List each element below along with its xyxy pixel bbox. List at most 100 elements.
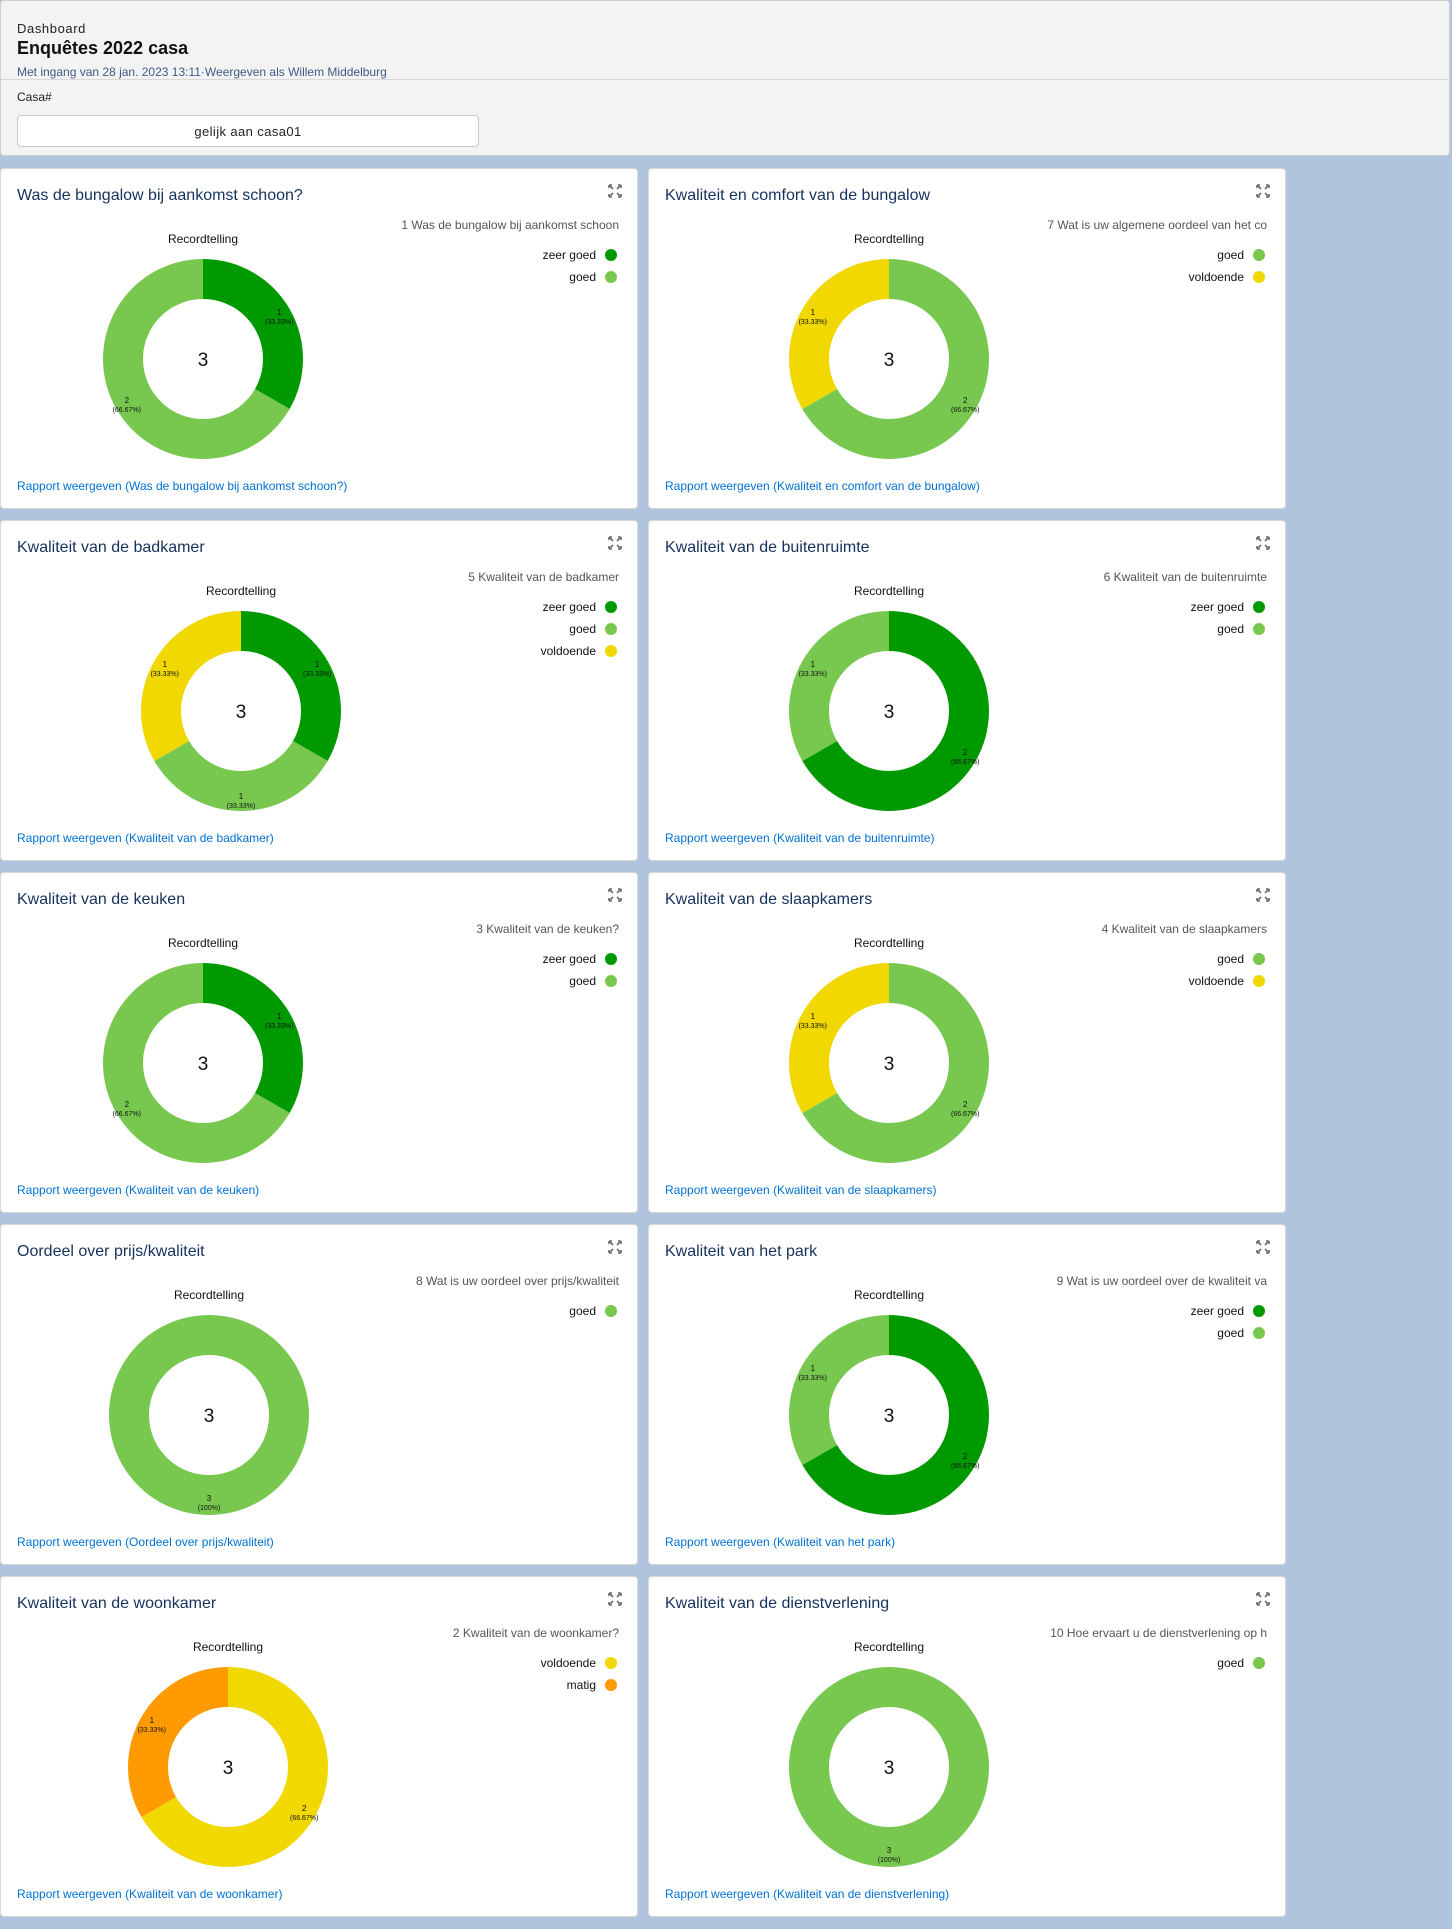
view-report-link[interactable]: Rapport weergeven (Oordeel over prijs/kw…: [17, 1535, 274, 1549]
legend-item-label[interactable]: goed: [1217, 1326, 1244, 1340]
pie-slice-goed[interactable]: [789, 1315, 889, 1465]
data-label-value: 1: [811, 660, 816, 669]
legend-item-label[interactable]: voldoende: [541, 644, 597, 658]
pie-slice-zeer-goed[interactable]: [241, 611, 341, 761]
pie-slice-matig[interactable]: [128, 1667, 228, 1817]
view-report-link[interactable]: Rapport weergeven (Was de bungalow bij a…: [17, 479, 348, 493]
view-report-link[interactable]: Rapport weergeven (Kwaliteit van de woon…: [17, 1887, 283, 1901]
filter-label: Casa#: [17, 90, 52, 104]
legend-swatch: [1253, 1657, 1265, 1669]
card-title: Kwaliteit van de buitenruimte: [665, 539, 870, 556]
expand-icon[interactable]: [1255, 183, 1271, 199]
legend-item-label[interactable]: goed: [1217, 622, 1244, 636]
legend-item-label[interactable]: voldoende: [541, 1656, 597, 1670]
donut-total: 3: [223, 1758, 234, 1779]
donut-total: 3: [884, 1406, 895, 1427]
view-report-link[interactable]: Rapport weergeven (Kwaliteit van de buit…: [665, 831, 935, 845]
legend-item-label[interactable]: zeer goed: [1191, 600, 1244, 614]
view-report-link[interactable]: Rapport weergeven (Kwaliteit van de keuk…: [17, 1183, 260, 1197]
expand-icon[interactable]: [607, 1239, 623, 1255]
data-label-percent: (66.67%): [113, 407, 141, 414]
legend-item-label[interactable]: goed: [1217, 248, 1244, 262]
chart-title: Recordtelling: [193, 1640, 263, 1654]
dashboard-card: Kwaliteit van de woonkamer Recordtelling 2…: [0, 1576, 638, 1917]
legend-swatch: [605, 975, 617, 987]
pie-slice-goed[interactable]: [802, 963, 989, 1163]
filter-casa-button[interactable]: gelijk aan casa01: [17, 115, 479, 147]
pie-slice-goed[interactable]: [802, 259, 989, 459]
pie-slice-voldoende[interactable]: [141, 1667, 328, 1867]
donut-chart: Recordtelling 3 (100%) 3 10 Hoe ervaart u de…: [788, 1626, 1267, 1867]
legend-item-label[interactable]: goed: [1217, 1656, 1244, 1670]
data-label-percent: (33.33%): [151, 671, 179, 678]
data-label-value: 1: [811, 308, 816, 317]
view-report-link[interactable]: Rapport weergeven (Kwaliteit en comfort …: [665, 479, 980, 493]
pie-slice-goed[interactable]: [102, 963, 290, 1163]
expand-icon[interactable]: [607, 535, 623, 551]
donut-total: 3: [884, 350, 895, 371]
legend-item-label[interactable]: zeer goed: [1191, 1304, 1244, 1318]
legend-item-label[interactable]: voldoende: [1189, 270, 1245, 284]
dashboard-card: Kwaliteit en comfort van de bungalow Reco…: [648, 168, 1286, 509]
pie-slice-goed[interactable]: [102, 259, 290, 459]
legend-item-label[interactable]: zeer goed: [543, 248, 596, 262]
pie-slice-zeer-goed[interactable]: [203, 963, 303, 1113]
pie-slice-zeer-goed[interactable]: [802, 1315, 989, 1515]
pie-slice-voldoende[interactable]: [789, 259, 889, 409]
view-report-link[interactable]: Rapport weergeven (Kwaliteit van de slaa…: [665, 1183, 937, 1197]
expand-icon[interactable]: [1255, 1591, 1271, 1607]
dashboard-subtitle: Met ingang van 28 jan. 2023 13:11·Weerge…: [17, 65, 387, 79]
legend-swatch: [1253, 623, 1265, 635]
data-label-percent: (33.33%): [799, 671, 827, 678]
data-label-value: 1: [811, 1364, 816, 1373]
pie-slice-voldoende[interactable]: [789, 963, 889, 1113]
data-label-percent: (66.67%): [951, 1111, 979, 1118]
legend-item-label[interactable]: zeer goed: [543, 952, 596, 966]
legend-swatch: [605, 645, 617, 657]
card-title: Was de bungalow bij aankomst schoon?: [17, 187, 303, 204]
pie-slice-goed[interactable]: [108, 1315, 309, 1515]
pie-slice-goed[interactable]: [789, 611, 889, 761]
legend-swatch: [605, 271, 617, 283]
data-label-value: 1: [150, 1716, 155, 1725]
legend-item-label[interactable]: zeer goed: [543, 600, 596, 614]
expand-icon[interactable]: [1255, 535, 1271, 551]
donut-total: 3: [236, 702, 247, 723]
chart-title: Recordtelling: [854, 1640, 924, 1654]
legend-swatch: [605, 601, 617, 613]
legend-swatch: [605, 1305, 617, 1317]
pie-slice-zeer-goed[interactable]: [203, 259, 303, 409]
legend-title: 9 Wat is uw oordeel over de kwaliteit va: [1057, 1274, 1268, 1288]
view-report-link[interactable]: Rapport weergeven (Kwaliteit van de badk…: [17, 831, 274, 845]
pie-slice-zeer-goed[interactable]: [802, 611, 989, 811]
pie-slice-goed[interactable]: [154, 741, 328, 811]
legend-item-label[interactable]: goed: [569, 974, 596, 988]
pie-slice-goed[interactable]: [788, 1667, 989, 1867]
legend-item-label[interactable]: goed: [569, 270, 596, 284]
card-title: Oordeel over prijs/kwaliteit: [17, 1243, 205, 1260]
legend-title: 10 Hoe ervaart u de dienstverlening op h: [1050, 1626, 1267, 1640]
expand-icon[interactable]: [607, 183, 623, 199]
legend-swatch: [605, 1679, 617, 1691]
data-label-value: 3: [207, 1494, 212, 1503]
legend-item-label[interactable]: matig: [567, 1678, 596, 1692]
expand-icon[interactable]: [1255, 1239, 1271, 1255]
view-report-link[interactable]: Rapport weergeven (Kwaliteit van het par…: [665, 1535, 896, 1549]
data-label-percent: (33.33%): [138, 1727, 166, 1734]
legend-item-label[interactable]: voldoende: [1189, 974, 1245, 988]
legend-item-label[interactable]: goed: [1217, 952, 1244, 966]
legend-item-label[interactable]: goed: [569, 622, 596, 636]
dashboard-card: Kwaliteit van de keuken Recordtelling 1 (33…: [0, 872, 638, 1213]
card-title: Kwaliteit van de woonkamer: [17, 1595, 217, 1612]
view-report-link[interactable]: Rapport weergeven (Kwaliteit van de dien…: [665, 1887, 950, 1901]
data-label-percent: (33.33%): [799, 319, 827, 326]
expand-icon[interactable]: [1255, 887, 1271, 903]
donut-chart: Recordtelling 3 (100%) 3 8 Wat is uw oordeel…: [108, 1274, 620, 1515]
chart-title: Recordtelling: [174, 1288, 244, 1302]
expand-icon[interactable]: [607, 887, 623, 903]
pie-slice-voldoende[interactable]: [140, 611, 241, 761]
legend-item-label[interactable]: goed: [569, 1304, 596, 1318]
dashboard-card: Kwaliteit van het park Recordtelling 2 (66.…: [648, 1224, 1286, 1565]
legend-title: 5 Kwaliteit van de badkamer: [468, 570, 619, 584]
expand-icon[interactable]: [607, 1591, 623, 1607]
